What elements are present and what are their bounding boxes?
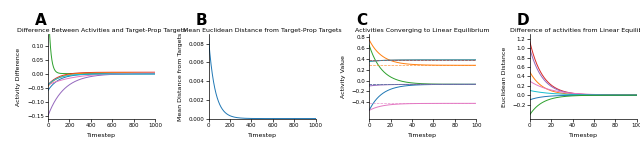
Text: D: D (517, 13, 529, 28)
Title: Activities Converging to Linear Equilibrium: Activities Converging to Linear Equilibr… (355, 28, 490, 33)
Title: Difference Between Activities and Target-Prop Targets: Difference Between Activities and Target… (17, 28, 186, 33)
X-axis label: Timestep: Timestep (408, 133, 437, 138)
Y-axis label: Activity Difference: Activity Difference (17, 47, 21, 105)
X-axis label: Timestep: Timestep (87, 133, 116, 138)
Text: A: A (35, 13, 47, 28)
Y-axis label: Euclidean Distance: Euclidean Distance (502, 46, 507, 107)
X-axis label: Timestep: Timestep (248, 133, 276, 138)
X-axis label: Timestep: Timestep (569, 133, 598, 138)
Y-axis label: Activity Value: Activity Value (341, 55, 346, 98)
Text: C: C (356, 13, 367, 28)
Text: B: B (196, 13, 207, 28)
Title: Mean Euclidean Distance from Target-Prop Targets: Mean Euclidean Distance from Target-Prop… (183, 28, 341, 33)
Title: Difference of activities from Linear Equilibrium: Difference of activities from Linear Equ… (510, 28, 640, 33)
Y-axis label: Mean Distance from Targets: Mean Distance from Targets (178, 32, 183, 121)
